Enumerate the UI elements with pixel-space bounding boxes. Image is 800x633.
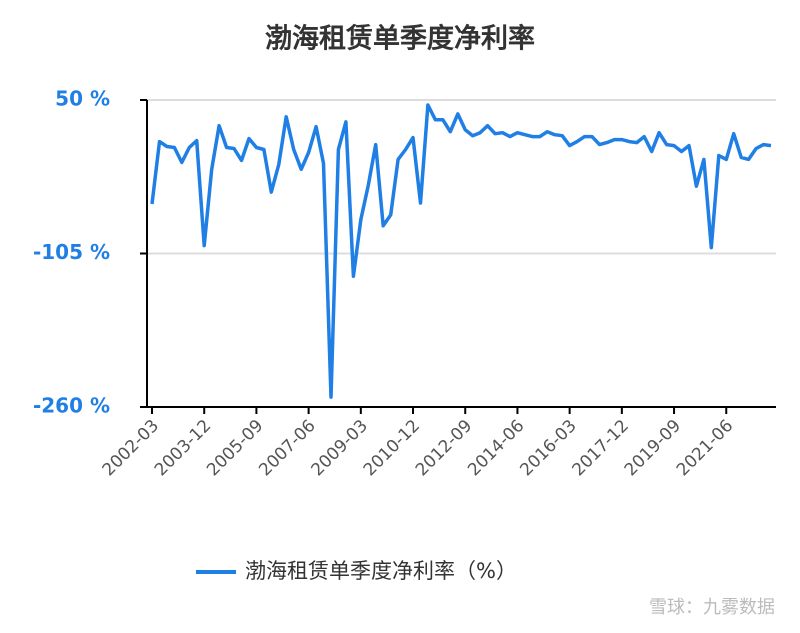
y-tick-label: 50 % <box>55 87 110 111</box>
x-tick-label: 2007-06 <box>255 416 319 480</box>
x-tick-label: 2017-12 <box>569 416 633 480</box>
y-tick-label: -105 % <box>33 240 110 264</box>
x-tick-label: 2009-03 <box>308 416 372 480</box>
x-tick-label: 2012-09 <box>412 416 476 480</box>
y-tick-label: -260 % <box>33 394 110 418</box>
x-tick-label: 2014-06 <box>464 416 528 480</box>
x-tick-label: 2021-06 <box>673 416 737 480</box>
x-tick-label: 2005-09 <box>203 416 267 480</box>
data-line <box>150 103 772 399</box>
legend-label: 渤海租赁单季度净利率（%） <box>245 559 517 583</box>
x-tick-label: 2002-03 <box>99 416 163 480</box>
chart-title: 渤海租赁单季度净利率 <box>265 23 535 55</box>
x-tick-label: 2010-12 <box>360 416 424 480</box>
x-tick-label: 2003-12 <box>151 416 215 480</box>
x-tick-label: 2016-03 <box>516 416 580 480</box>
x-tick-label: 2019-09 <box>621 416 685 480</box>
watermark: 雪球：九雾数据 <box>649 597 775 618</box>
